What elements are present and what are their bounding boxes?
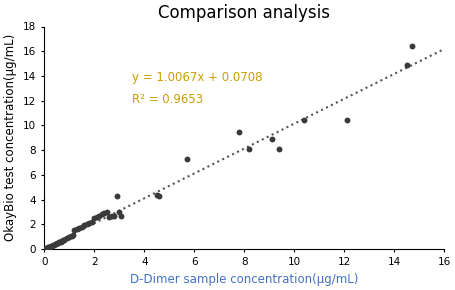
Point (81, 223, 88, 228)
Point (53, 241, 61, 246)
Point (91, 216, 98, 220)
Point (116, 210, 123, 214)
Point (55, 240, 62, 245)
Point (156, 193, 163, 198)
Point (408, 44, 415, 49)
Point (48, 244, 56, 248)
Point (68, 234, 76, 238)
Point (246, 146, 253, 151)
Point (50, 243, 57, 248)
Point (403, 62, 410, 67)
Point (113, 193, 121, 198)
Point (56, 240, 63, 244)
Point (73, 227, 81, 231)
Point (101, 211, 108, 215)
Point (96, 213, 103, 218)
Point (88, 220, 96, 224)
Point (86, 221, 93, 225)
Point (46, 245, 53, 249)
Point (117, 213, 124, 218)
Point (183, 156, 190, 161)
Point (45, 245, 52, 250)
Point (106, 215, 113, 219)
Point (66, 234, 73, 239)
Point (42, 246, 49, 251)
Title: Comparison analysis: Comparison analysis (158, 4, 330, 22)
Point (111, 213, 118, 218)
Point (52, 242, 59, 246)
Point (76, 226, 83, 230)
Y-axis label: OkayBio test concentration(μg/mL): OkayBio test concentration(μg/mL) (4, 34, 17, 241)
Text: R² = 0.9653: R² = 0.9653 (132, 93, 203, 106)
Point (343, 118, 350, 123)
Point (71, 228, 78, 233)
Point (98, 212, 106, 217)
Point (276, 146, 283, 151)
Point (268, 137, 275, 141)
Point (93, 215, 101, 219)
Point (51, 242, 58, 247)
Point (108, 213, 116, 218)
Point (60, 238, 67, 243)
Point (70, 233, 77, 238)
Point (78, 224, 86, 229)
Text: y = 1.0067x + 0.0708: y = 1.0067x + 0.0708 (132, 71, 263, 84)
Point (103, 210, 111, 214)
Point (58, 239, 66, 243)
Point (83, 222, 91, 226)
Point (153, 192, 161, 197)
Point (63, 236, 71, 241)
Point (43, 245, 51, 250)
Point (61, 237, 68, 242)
Point (57, 239, 64, 244)
Point (301, 118, 308, 123)
Point (236, 129, 243, 134)
X-axis label: D-Dimer sample concentration(μg/mL): D-Dimer sample concentration(μg/mL) (130, 273, 359, 286)
Point (47, 244, 54, 249)
